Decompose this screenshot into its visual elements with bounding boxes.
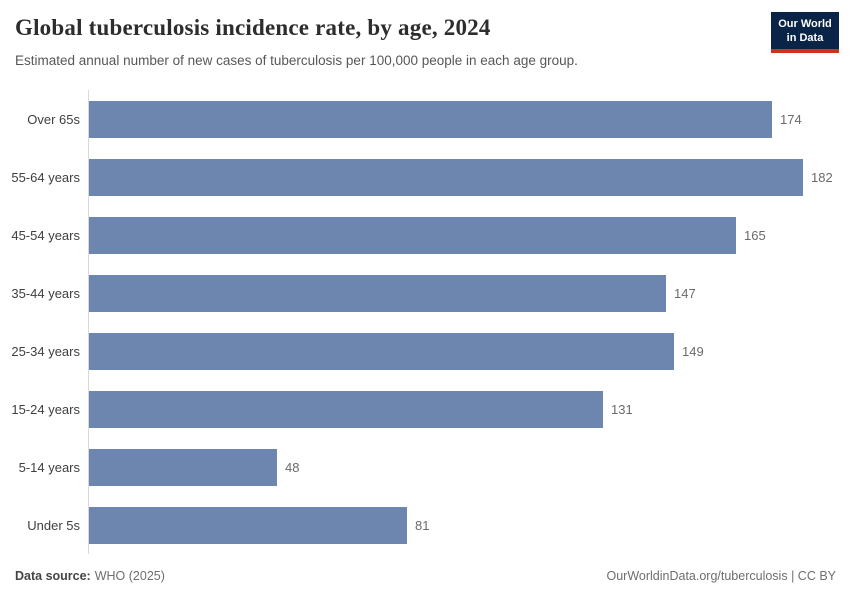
chart-subtitle: Estimated annual number of new cases of … <box>15 53 578 68</box>
category-label: Under 5s <box>27 517 80 533</box>
bar-row: 25-34 years 149 <box>0 322 850 380</box>
data-source-value: WHO (2025) <box>94 569 165 583</box>
category-label: 55-64 years <box>11 169 80 185</box>
value-label: 165 <box>744 227 766 243</box>
value-label: 149 <box>682 343 704 359</box>
attribution-link[interactable]: OurWorldinData.org/tuberculosis <box>606 569 788 583</box>
bar-row: 55-64 years 182 <box>0 148 850 206</box>
category-label: Over 65s <box>27 111 80 127</box>
category-label: 45-54 years <box>11 227 80 243</box>
bar-row: Under 5s 81 <box>0 496 850 554</box>
bar[interactable] <box>89 448 277 486</box>
owid-logo-line2: in Data <box>786 32 824 44</box>
plot-area: 48 <box>88 438 850 496</box>
plot-area: 131 <box>88 380 850 438</box>
bar[interactable] <box>89 216 736 254</box>
bar-row: 5-14 years 48 <box>0 438 850 496</box>
bar[interactable] <box>89 274 666 312</box>
value-label: 182 <box>811 169 833 185</box>
owid-logo-line1: Our World <box>778 18 832 30</box>
plot-area: 81 <box>88 496 850 554</box>
value-label: 131 <box>611 401 633 417</box>
bar[interactable] <box>89 100 772 138</box>
data-source: Data source: WHO (2025) <box>15 569 165 583</box>
value-label: 81 <box>415 517 430 533</box>
bar-row: Over 65s 174 <box>0 90 850 148</box>
plot-area: 147 <box>88 264 850 322</box>
value-label: 174 <box>780 111 802 127</box>
bar[interactable] <box>89 158 803 196</box>
chart-title: Global tuberculosis incidence rate, by a… <box>15 15 491 40</box>
bar[interactable] <box>89 332 674 370</box>
data-source-label: Data source: <box>15 569 91 583</box>
owid-logo[interactable]: Our World in Data <box>771 12 839 53</box>
plot-area: 174 <box>88 90 850 148</box>
category-label: 5-14 years <box>18 459 80 475</box>
bar-chart: Over 65s 174 55-64 years 182 45-54 years… <box>0 90 850 554</box>
attribution-license: | CC BY <box>787 569 836 583</box>
attribution: OurWorldinData.org/tuberculosis | CC BY <box>606 569 836 583</box>
category-label: 35-44 years <box>11 285 80 301</box>
category-label: 25-34 years <box>11 343 80 359</box>
value-label: 147 <box>674 285 696 301</box>
plot-area: 165 <box>88 206 850 264</box>
bar-row: 45-54 years 165 <box>0 206 850 264</box>
bar[interactable] <box>89 506 407 544</box>
value-label: 48 <box>285 459 300 475</box>
plot-area: 149 <box>88 322 850 380</box>
bar-row: 35-44 years 147 <box>0 264 850 322</box>
category-label: 15-24 years <box>11 401 80 417</box>
bar-row: 15-24 years 131 <box>0 380 850 438</box>
plot-area: 182 <box>88 148 850 206</box>
bar[interactable] <box>89 390 603 428</box>
